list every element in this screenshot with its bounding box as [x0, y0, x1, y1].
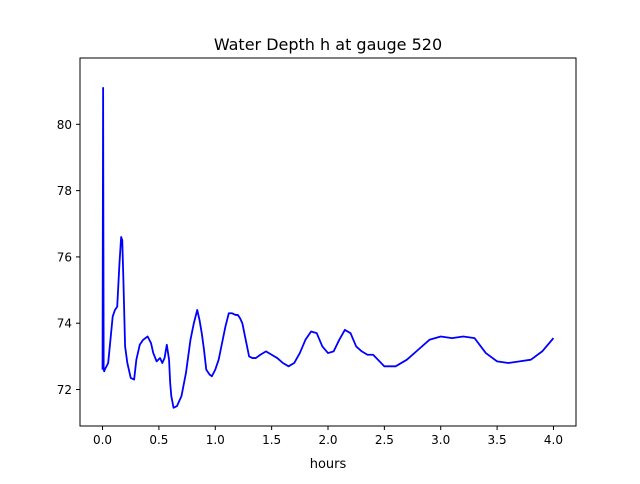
y-tick-label: 74	[57, 317, 72, 331]
x-tick-label: 3.5	[488, 433, 507, 447]
x-tick-label: 3.0	[431, 433, 450, 447]
x-tick-label: 2.0	[318, 433, 337, 447]
x-tick-label: 4.0	[544, 433, 563, 447]
series-line-0	[101, 86, 555, 409]
x-tick-label: 2.5	[375, 433, 394, 447]
x-tick-label: 0.5	[149, 433, 168, 447]
x-tick-label: 1.5	[262, 433, 281, 447]
y-tick-label: 76	[57, 250, 72, 264]
x-axis-label: hours	[310, 457, 347, 472]
x-tick-label: 0.0	[93, 433, 112, 447]
y-tick-label: 78	[57, 184, 72, 198]
y-tick-label: 72	[57, 383, 72, 397]
chart-title: Water Depth h at gauge 520	[214, 35, 442, 54]
x-tick-label: 1.0	[206, 433, 225, 447]
y-tick-label: 80	[57, 118, 72, 132]
plot-area: 0.0 0.5 1.0 1.5 2.0 2.5 3.0 3.5 4.0 72 74 76 78 80	[57, 57, 577, 447]
